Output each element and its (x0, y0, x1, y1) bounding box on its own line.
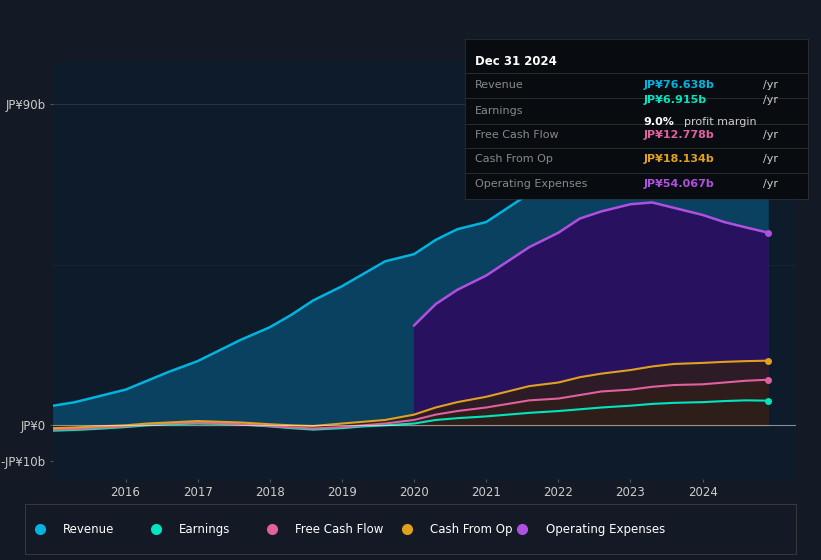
Text: JP¥76.638b: JP¥76.638b (643, 81, 714, 91)
Text: JP¥6.915b: JP¥6.915b (643, 95, 706, 105)
Text: Revenue: Revenue (63, 522, 115, 536)
Text: Earnings: Earnings (179, 522, 231, 536)
Text: 9.0%: 9.0% (643, 117, 674, 127)
Text: Operating Expenses: Operating Expenses (475, 179, 587, 189)
Text: JP¥18.134b: JP¥18.134b (643, 154, 714, 164)
Text: JP¥12.778b: JP¥12.778b (643, 130, 714, 140)
Text: Revenue: Revenue (475, 81, 524, 91)
Text: Earnings: Earnings (475, 106, 524, 116)
Text: Free Cash Flow: Free Cash Flow (295, 522, 383, 536)
Text: Free Cash Flow: Free Cash Flow (475, 130, 558, 140)
Text: Operating Expenses: Operating Expenses (546, 522, 665, 536)
Text: /yr: /yr (764, 81, 778, 91)
Text: Dec 31 2024: Dec 31 2024 (475, 55, 557, 68)
Text: /yr: /yr (764, 130, 778, 140)
Text: profit margin: profit margin (685, 117, 757, 127)
Text: JP¥54.067b: JP¥54.067b (643, 179, 714, 189)
Text: /yr: /yr (764, 179, 778, 189)
Text: /yr: /yr (764, 95, 778, 105)
Text: Cash From Op: Cash From Op (475, 154, 553, 164)
Text: /yr: /yr (764, 154, 778, 164)
Text: Cash From Op: Cash From Op (430, 522, 512, 536)
